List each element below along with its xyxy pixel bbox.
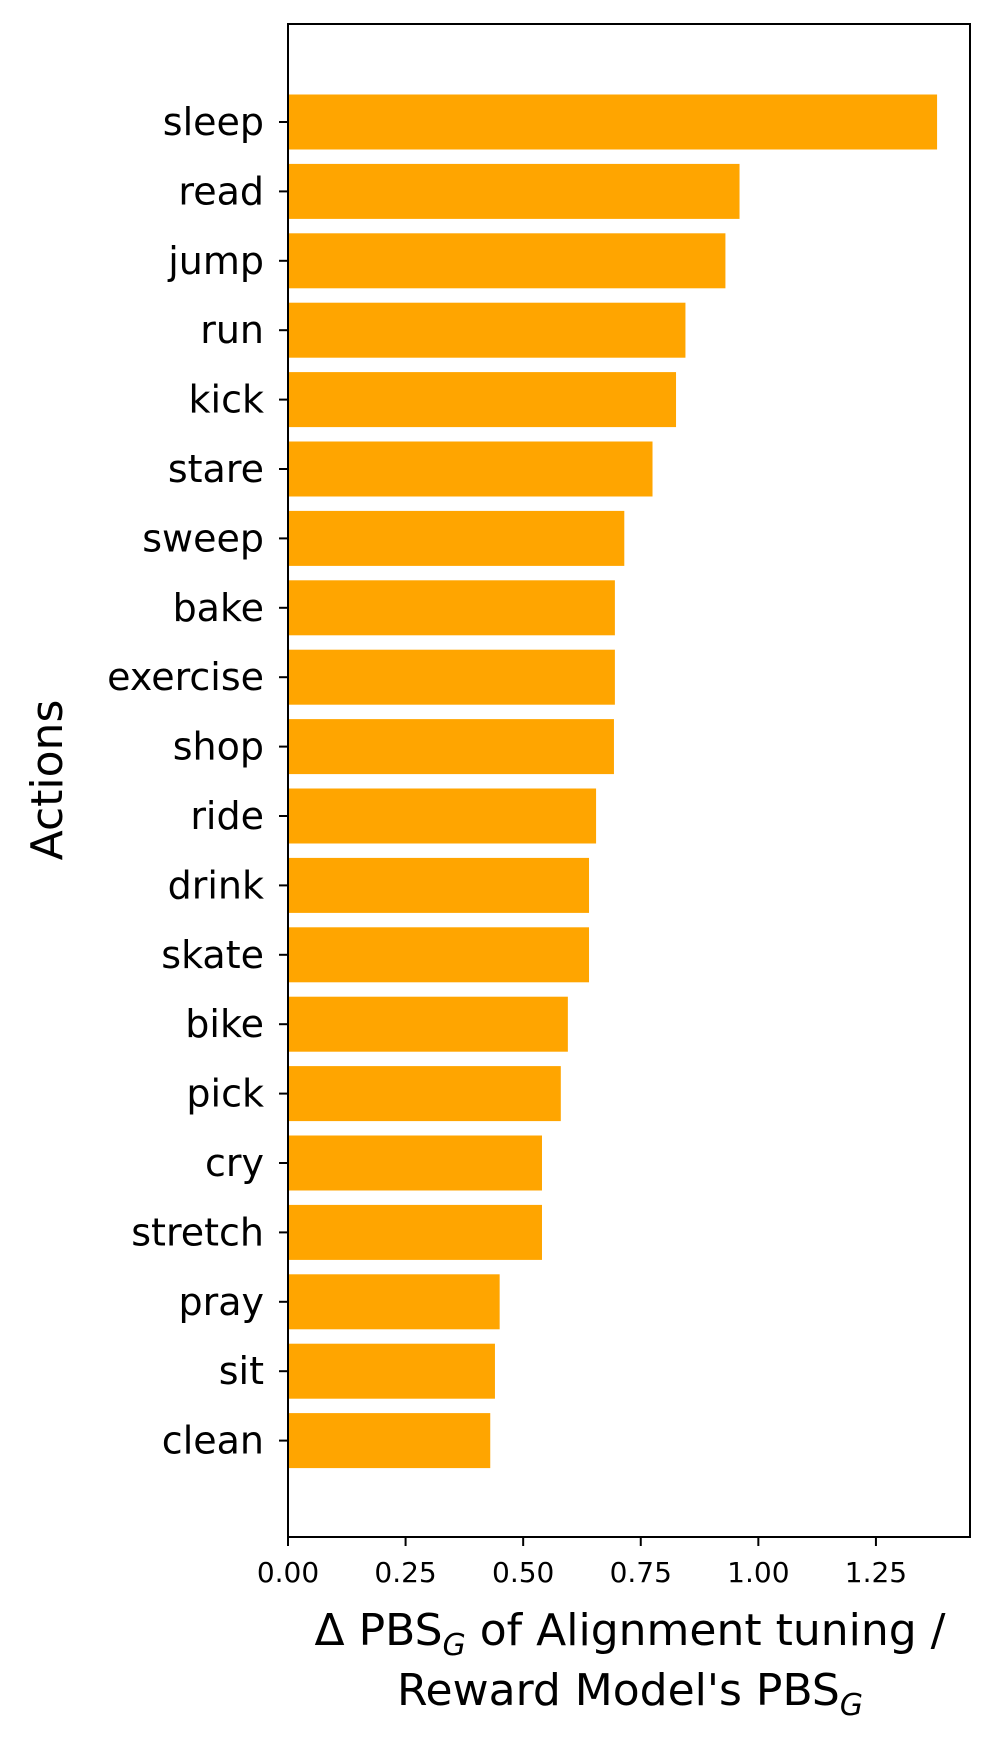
bar-pray [288,1274,500,1330]
bar-sleep [288,94,938,150]
bar-cry [288,1135,542,1191]
y-tick-label-run: run [200,308,264,352]
x-tick-label: 1.25 [845,1556,907,1589]
y-tick-label-pray: pray [178,1280,264,1324]
bar-shop [288,719,614,775]
y-tick-label-sweep: sweep [142,516,264,560]
x-tick-label: 0.00 [257,1556,319,1589]
y-tick-label-shop: shop [173,725,264,769]
bar-stare [288,441,653,497]
bar-bike [288,996,568,1052]
bar-drink [288,857,590,913]
bar-stretch [288,1204,542,1260]
y-tick-label-ride: ride [190,794,264,838]
x-tick-label: 1.00 [727,1556,789,1589]
y-axis-ticks: sleep read jump run kick stare sweep bake exerci… [107,100,288,1463]
y-axis-title: Actions [22,700,73,861]
bar-sweep [288,510,625,566]
x-axis-title-line1: Δ PBSG of Alignment tuning / [315,1605,946,1663]
y-tick-label-clean: clean [162,1419,264,1463]
bar-pick [288,1066,561,1122]
bar-exercise [288,649,615,705]
x-tick-label: 0.25 [374,1556,436,1589]
bar-jump [288,233,726,289]
y-tick-label-exercise: exercise [107,655,264,699]
y-tick-label-pick: pick [186,1072,264,1116]
y-tick-label-drink: drink [168,863,264,907]
y-tick-label-cry: cry [205,1141,264,1185]
x-tick-label: 0.50 [492,1556,554,1589]
bar-sit [288,1343,495,1399]
bar-run [288,302,686,358]
y-tick-label-stretch: stretch [131,1210,264,1254]
y-tick-label-skate: skate [161,933,264,977]
bar-ride [288,788,597,844]
y-tick-label-sit: sit [219,1349,264,1393]
y-tick-label-sleep: sleep [163,100,264,144]
y-tick-label-jump: jump [167,239,264,283]
bar-bake [288,580,615,636]
bars-group [288,94,938,1469]
y-tick-label-kick: kick [189,378,264,422]
plot-frame [287,23,971,1538]
y-tick-label-bake: bake [173,586,264,630]
y-tick-label-stare: stare [168,447,264,491]
bar-clean [288,1413,491,1469]
y-tick-label-read: read [178,169,264,213]
x-axis-title-line2: Reward Model's PBSG [397,1665,863,1723]
x-tick-label: 0.75 [610,1556,672,1589]
x-axis-ticks: 0.00 0.25 0.50 0.75 1.00 1.25 [257,1537,907,1589]
bar-read [288,163,740,219]
bar-skate [288,927,590,983]
y-tick-label-bike: bike [185,1002,264,1046]
bar-kick [288,372,677,428]
